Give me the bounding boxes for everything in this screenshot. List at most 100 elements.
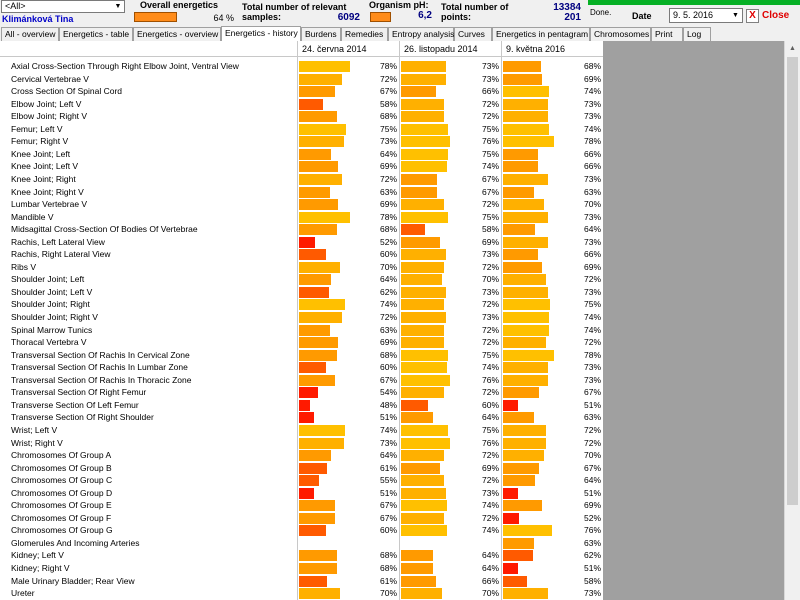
value-cell: 74%: [502, 85, 604, 98]
row-label: Chromosomes Of Group E: [11, 500, 112, 511]
table-row[interactable]: Transversal Section Of Rachis In Lumbar …: [0, 361, 603, 374]
table-row[interactable]: Knee Joint; Right V 63% 67% 63%: [0, 186, 603, 199]
energy-bar: [299, 349, 337, 361]
value-cell: 69%: [298, 198, 400, 211]
table-row[interactable]: Kidney; Left V 68% 64% 62%: [0, 549, 603, 562]
table-row[interactable]: Shoulder Joint; Left 64% 70% 72%: [0, 273, 603, 286]
table-row[interactable]: Male Urinary Bladder; Rear View 61% 66% 58%: [0, 575, 603, 588]
tab-energetics-table[interactable]: Energetics - table: [59, 27, 133, 41]
energy-bar: [401, 73, 446, 85]
table-row[interactable]: Rachis, Left Lateral View 52% 69% 73%: [0, 236, 603, 249]
value-cell: 74%: [502, 324, 604, 336]
column-header[interactable]: 24. června 2014: [297, 41, 399, 56]
percent-label: 63%: [379, 324, 397, 335]
table-row[interactable]: Chromosomes Of Group A 64% 72% 70%: [0, 449, 603, 462]
percent-label: 78%: [379, 211, 397, 222]
percent-label: 58%: [481, 224, 499, 235]
table-row[interactable]: Transversal Section Of Right Femur 54% 72%…: [0, 386, 603, 399]
table-row[interactable]: Lumbar Vertebrae V 69% 72% 70%: [0, 198, 603, 211]
value-cell: 72%: [502, 336, 604, 349]
tab-curves[interactable]: Curves: [454, 27, 492, 41]
table-row[interactable]: Shoulder Joint; Right V 72% 73% 74%: [0, 311, 603, 324]
table-row[interactable]: Chromosomes Of Group F 67% 72% 52%: [0, 512, 603, 525]
table-row[interactable]: Femur; Left V 75% 75% 74%: [0, 123, 603, 136]
table-row[interactable]: Mandible V 78% 75% 73%: [0, 211, 603, 224]
chevron-down-icon[interactable]: ▼: [732, 12, 739, 19]
row-label: Transversal Section Of Rachis In Lumbar …: [11, 362, 188, 373]
energy-bar: [503, 173, 548, 185]
value-cell: 69%: [400, 236, 502, 248]
tab-log[interactable]: Log: [683, 27, 711, 41]
tab-entropy-analysis[interactable]: Entropy analysis: [388, 27, 454, 41]
table-row[interactable]: Kidney; Right V 68% 64% 51%: [0, 562, 603, 575]
table-row[interactable]: Chromosomes Of Group D 51% 73% 51%: [0, 487, 603, 500]
column-header[interactable]: 26. listopadu 2014: [399, 41, 501, 56]
percent-label: 74%: [481, 362, 499, 373]
tab-remedies[interactable]: Remedies: [341, 27, 388, 41]
value-cell: 69%: [400, 462, 502, 474]
percent-label: 74%: [481, 525, 499, 536]
scroll-up-icon[interactable]: ▲: [789, 45, 796, 52]
table-row[interactable]: Rachis, Right Lateral View 60% 73% 66%: [0, 248, 603, 261]
table-row[interactable]: Cervical Vertebrae V 72% 73% 69%: [0, 73, 603, 86]
table-row[interactable]: Shoulder Joint; Right 74% 72% 75%: [0, 298, 603, 311]
overall-energetics-swatch: [134, 12, 177, 22]
table-row[interactable]: Shoulder Joint; Left V 62% 73% 73%: [0, 286, 603, 299]
tab-burdens[interactable]: Burdens: [301, 27, 341, 41]
table-row[interactable]: Midsagittal Cross-Section Of Bodies Of V…: [0, 223, 603, 236]
tab-energetics-overview[interactable]: Energetics - overview: [133, 27, 221, 41]
table-row[interactable]: Thoracal Vertebra V 69% 72% 72%: [0, 336, 603, 349]
table-row[interactable]: Knee Joint; Left 64% 75% 66%: [0, 148, 603, 161]
scrollbar-thumb[interactable]: [787, 57, 798, 505]
table-row[interactable]: Cross Section Of Spinal Cord 67% 66% 74%: [0, 85, 603, 98]
table-row[interactable]: Elbow Joint; Right V 68% 72% 73%: [0, 110, 603, 123]
value-cell: 63%: [502, 186, 604, 198]
table-row[interactable]: Chromosomes Of Group E 67% 74% 69%: [0, 499, 603, 512]
row-label: Glomerules And Incoming Arteries: [11, 537, 140, 548]
table-row[interactable]: Transverse Section Of Left Femur 48% 60% 51…: [0, 399, 603, 412]
table-row[interactable]: Spinal Marrow Tunics 63% 72% 74%: [0, 324, 603, 337]
row-label: Transversal Section Of Rachis In Cervica…: [11, 349, 190, 360]
percent-label: 55%: [379, 475, 397, 486]
group-select[interactable]: <All> ▼: [1, 0, 125, 13]
value-cell: 73%: [502, 587, 604, 600]
tab-all-overview[interactable]: All - overview: [1, 27, 59, 41]
tab-bar: All - overview Energetics - table Energe…: [0, 26, 800, 41]
table-row[interactable]: Ureter 70% 70% 73%: [0, 587, 603, 600]
table-row[interactable]: Wrist; Right V 73% 76% 72%: [0, 437, 603, 450]
clear-button[interactable]: X: [746, 9, 759, 23]
tab-chromosomes[interactable]: Chromosomes: [590, 27, 651, 41]
table-row[interactable]: Knee Joint; Left V 69% 74% 66%: [0, 160, 603, 173]
tab-print[interactable]: Print: [651, 27, 683, 41]
chevron-down-icon[interactable]: ▼: [114, 3, 122, 10]
close-button[interactable]: Close: [762, 10, 790, 21]
table-row[interactable]: Ribs V 70% 72% 69%: [0, 261, 603, 274]
value-cell: 76%: [400, 135, 502, 148]
table-row[interactable]: Transversal Section Of Rachis In Cervica…: [0, 349, 603, 362]
column-divider: [399, 41, 400, 600]
column-header[interactable]: 9. května 2016: [501, 41, 603, 56]
table-row[interactable]: Knee Joint; Right 72% 67% 73%: [0, 173, 603, 186]
table-row[interactable]: Axial Cross-Section Through Right Elbow …: [0, 60, 603, 73]
table-row[interactable]: Wrist; Left V 74% 75% 72%: [0, 424, 603, 437]
table-row[interactable]: Chromosomes Of Group G 60% 74% 76%: [0, 524, 603, 537]
table-row[interactable]: Transverse Section Of Right Shoulder 51% 6…: [0, 411, 603, 424]
table-row[interactable]: Chromosomes Of Group C 55% 72% 64%: [0, 474, 603, 487]
energy-bar: [401, 500, 447, 512]
value-cell: 78%: [298, 211, 400, 223]
table-row[interactable]: Transversal Section Of Rachis In Thoraci…: [0, 374, 603, 387]
table-row[interactable]: Chromosomes Of Group B 61% 69% 67%: [0, 462, 603, 475]
tab-energetics-history[interactable]: Energetics - history: [221, 26, 301, 41]
tab-energetics-in-pentagram[interactable]: Energetics in pentagram: [492, 27, 590, 41]
table-row[interactable]: Elbow Joint; Left V 58% 72% 73%: [0, 98, 603, 111]
table-row[interactable]: Femur; Right V 73% 76% 78%: [0, 135, 603, 148]
table-row[interactable]: Glomerules And Incoming Arteries 63%: [0, 537, 603, 550]
vertical-scrollbar[interactable]: ▲: [784, 41, 800, 600]
energy-bar: [503, 86, 549, 98]
energy-bar: [299, 387, 318, 399]
percent-label: 54%: [379, 387, 397, 398]
percent-label: 76%: [481, 136, 499, 147]
percent-label: 74%: [481, 500, 499, 511]
value-cell: 69%: [502, 261, 604, 273]
date-picker[interactable]: 9. 5. 2016 ▼: [669, 8, 743, 23]
